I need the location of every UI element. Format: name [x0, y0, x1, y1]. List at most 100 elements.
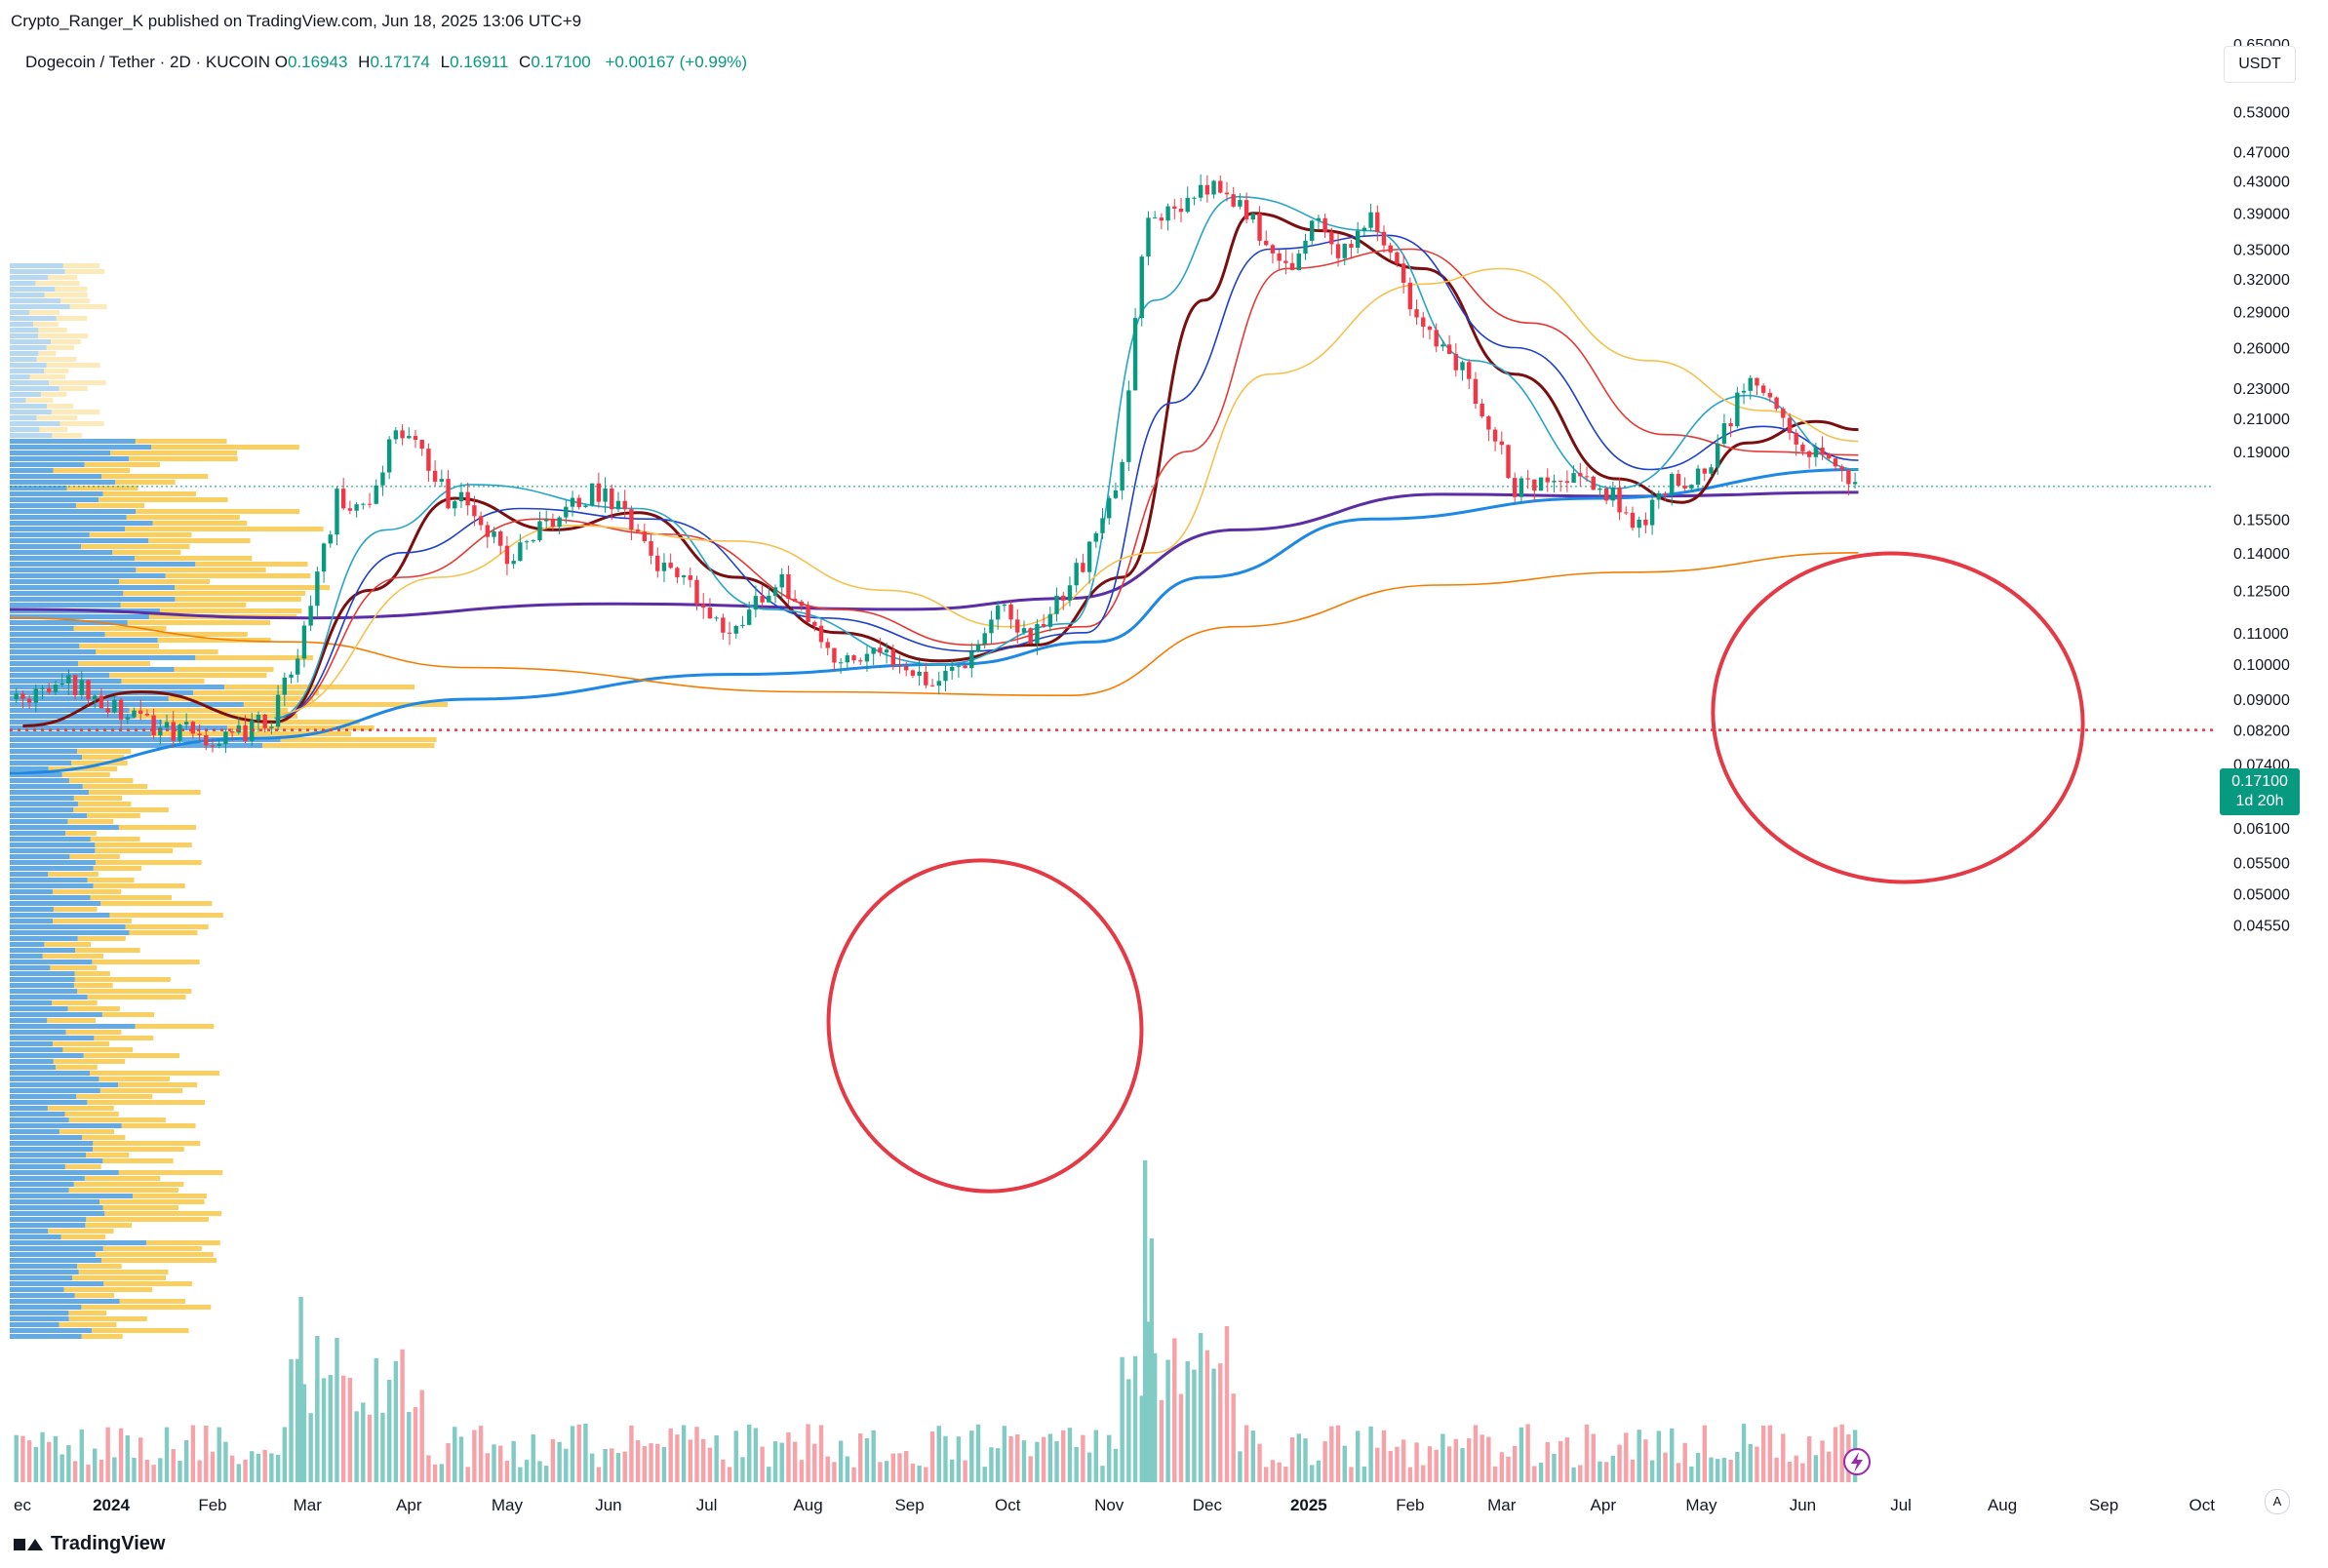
y-tick-label: 0.08200 [2233, 724, 2290, 740]
candle-body [1421, 317, 1426, 328]
volume-bar [1113, 1448, 1119, 1482]
vp-bar-blue [10, 1135, 83, 1140]
candle-body [1492, 429, 1498, 442]
candle-body [47, 687, 52, 692]
volume-bar [818, 1425, 824, 1482]
highlight-circle-2025 [1711, 551, 2085, 884]
candle-body [642, 531, 648, 542]
volume-bar [1224, 1325, 1230, 1482]
vp-bar-blue [10, 304, 70, 309]
bar-countdown: 1d 20h [2235, 793, 2284, 809]
vp-bar-blue [10, 872, 49, 877]
vp-bar-yellow [36, 415, 78, 420]
vp-bar-yellow [126, 515, 240, 520]
volume-bar [1781, 1433, 1786, 1482]
candle-body [1198, 184, 1203, 198]
candle-body [446, 479, 451, 509]
candle-body [1820, 448, 1825, 454]
vp-bar-yellow [36, 357, 77, 362]
volume-bar [125, 1434, 130, 1482]
candle-body [1165, 206, 1170, 221]
vp-bar-yellow [38, 328, 67, 333]
volume-bar [1152, 1352, 1158, 1482]
vp-bar-yellow [101, 1012, 155, 1017]
vp-bar-yellow [83, 1053, 180, 1058]
candle-body [1434, 330, 1439, 347]
vp-bar-yellow [120, 603, 247, 608]
time-axis: ec 2024 Feb Mar Apr May Jun Jul Aug Sep Oct Nov Dec 2… [14, 1496, 2215, 1514]
volume-bar [701, 1438, 706, 1482]
volume-bar [1519, 1427, 1524, 1482]
volume-bar [282, 1427, 288, 1482]
vp-bar-blue [10, 1094, 77, 1099]
vp-bar-yellow [134, 556, 253, 561]
vp-bar-blue [10, 351, 39, 356]
last-price-tag: 0.17100 1d 20h [2220, 768, 2300, 815]
volume-bar [1381, 1430, 1387, 1482]
volume-spike [1149, 1238, 1155, 1482]
vp-bar-yellow [46, 345, 74, 350]
volume-bar [204, 1425, 209, 1482]
candle-body [1349, 244, 1354, 248]
candle-body [1081, 563, 1085, 572]
y-tick-label: 0.26000 [2233, 341, 2290, 358]
vp-bar-yellow [39, 427, 68, 432]
volume-bar [144, 1459, 150, 1482]
auto-scale-button[interactable]: A [2265, 1489, 2290, 1514]
volume-bar [1649, 1460, 1655, 1482]
vp-bar-yellow [121, 679, 205, 684]
vp-bar-blue [10, 737, 281, 742]
volume-bar [504, 1460, 510, 1482]
volume-bar [1264, 1467, 1269, 1482]
vp-bar-blue [10, 497, 99, 502]
volume-bar [296, 1358, 300, 1482]
vp-bar-yellow [72, 1275, 167, 1280]
vp-bar-yellow [129, 708, 289, 713]
volume-bar [1231, 1393, 1236, 1482]
vp-bar-yellow [115, 480, 176, 485]
currency-button[interactable]: USDT [2224, 46, 2296, 83]
volume-bar [158, 1458, 163, 1482]
vp-bar-yellow [66, 486, 138, 490]
vp-bar-blue [10, 398, 26, 403]
vp-bar-yellow [73, 983, 113, 988]
vp-bar-blue [10, 1199, 100, 1204]
vp-bar-yellow [93, 883, 185, 888]
vp-bar-blue [10, 568, 137, 572]
candle-body [328, 534, 333, 544]
moving-average-line [274, 195, 1859, 720]
candle-body [1624, 512, 1629, 514]
volume-bar [779, 1442, 784, 1482]
moving-average-line [274, 248, 1859, 720]
vp-bar-blue [10, 772, 62, 777]
vp-bar-yellow [121, 1123, 196, 1128]
volume-bar [564, 1448, 569, 1482]
vp-bar-blue [10, 1123, 122, 1128]
vp-bar-blue [10, 316, 57, 321]
x-tick-label: Jun [595, 1496, 621, 1514]
volume-bar [832, 1462, 837, 1482]
candle-body [1159, 217, 1164, 221]
vp-bar-blue [10, 1000, 53, 1005]
volume-bar [969, 1431, 974, 1482]
vp-bar-yellow [44, 293, 88, 297]
vp-bar-blue [10, 562, 196, 567]
vp-bar-yellow [81, 1305, 212, 1310]
vp-bar-blue [10, 392, 41, 397]
volume-bar [727, 1467, 732, 1482]
candle-body [217, 744, 221, 746]
vp-bar-blue [10, 860, 96, 865]
volume-bar [1820, 1440, 1825, 1482]
volume-bar [786, 1431, 791, 1482]
candle-body [367, 503, 373, 505]
volume-bar [66, 1445, 71, 1482]
candle-body [1008, 604, 1013, 620]
vp-bar-yellow [64, 1112, 119, 1117]
candle-body [1663, 492, 1668, 495]
vp-bar-yellow [51, 339, 81, 344]
x-tick-label: Dec [1193, 1496, 1223, 1514]
vp-bar-yellow [48, 1229, 114, 1234]
volume-bar [485, 1453, 490, 1482]
volume-bar [655, 1443, 660, 1482]
